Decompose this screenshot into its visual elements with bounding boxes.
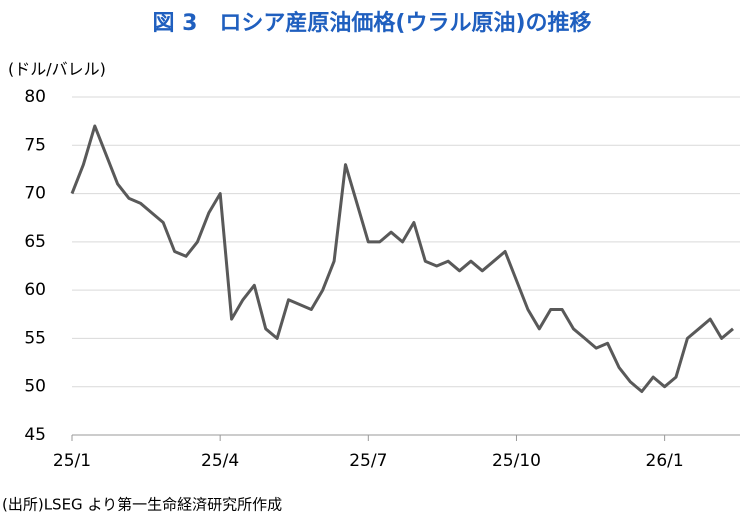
- x-tick-label: 25/10: [492, 451, 541, 471]
- y-tick-label: 55: [24, 328, 46, 348]
- y-axis-label: (ドル/バレル): [8, 60, 106, 79]
- source-note: (出所)LSEG より第一生命経済研究所作成: [2, 496, 282, 514]
- x-tick-label: 25/1: [53, 451, 91, 471]
- y-tick-label: 70: [24, 184, 46, 204]
- y-tick-label: 65: [24, 232, 46, 252]
- price-line: [70, 124, 734, 393]
- x-tick-label: 26/1: [646, 451, 684, 471]
- y-tick-label: 75: [24, 135, 46, 155]
- chart-title: 図 3 ロシア産原油価格(ウラル原油)の推移: [152, 10, 591, 36]
- y-tick-label: 45: [24, 425, 46, 445]
- y-tick-label: 60: [24, 280, 46, 300]
- x-tick-label: 25/4: [201, 451, 239, 471]
- y-tick-label: 50: [24, 377, 46, 397]
- x-tick-label: 25/7: [349, 451, 387, 471]
- y-tick-label: 80: [24, 87, 46, 107]
